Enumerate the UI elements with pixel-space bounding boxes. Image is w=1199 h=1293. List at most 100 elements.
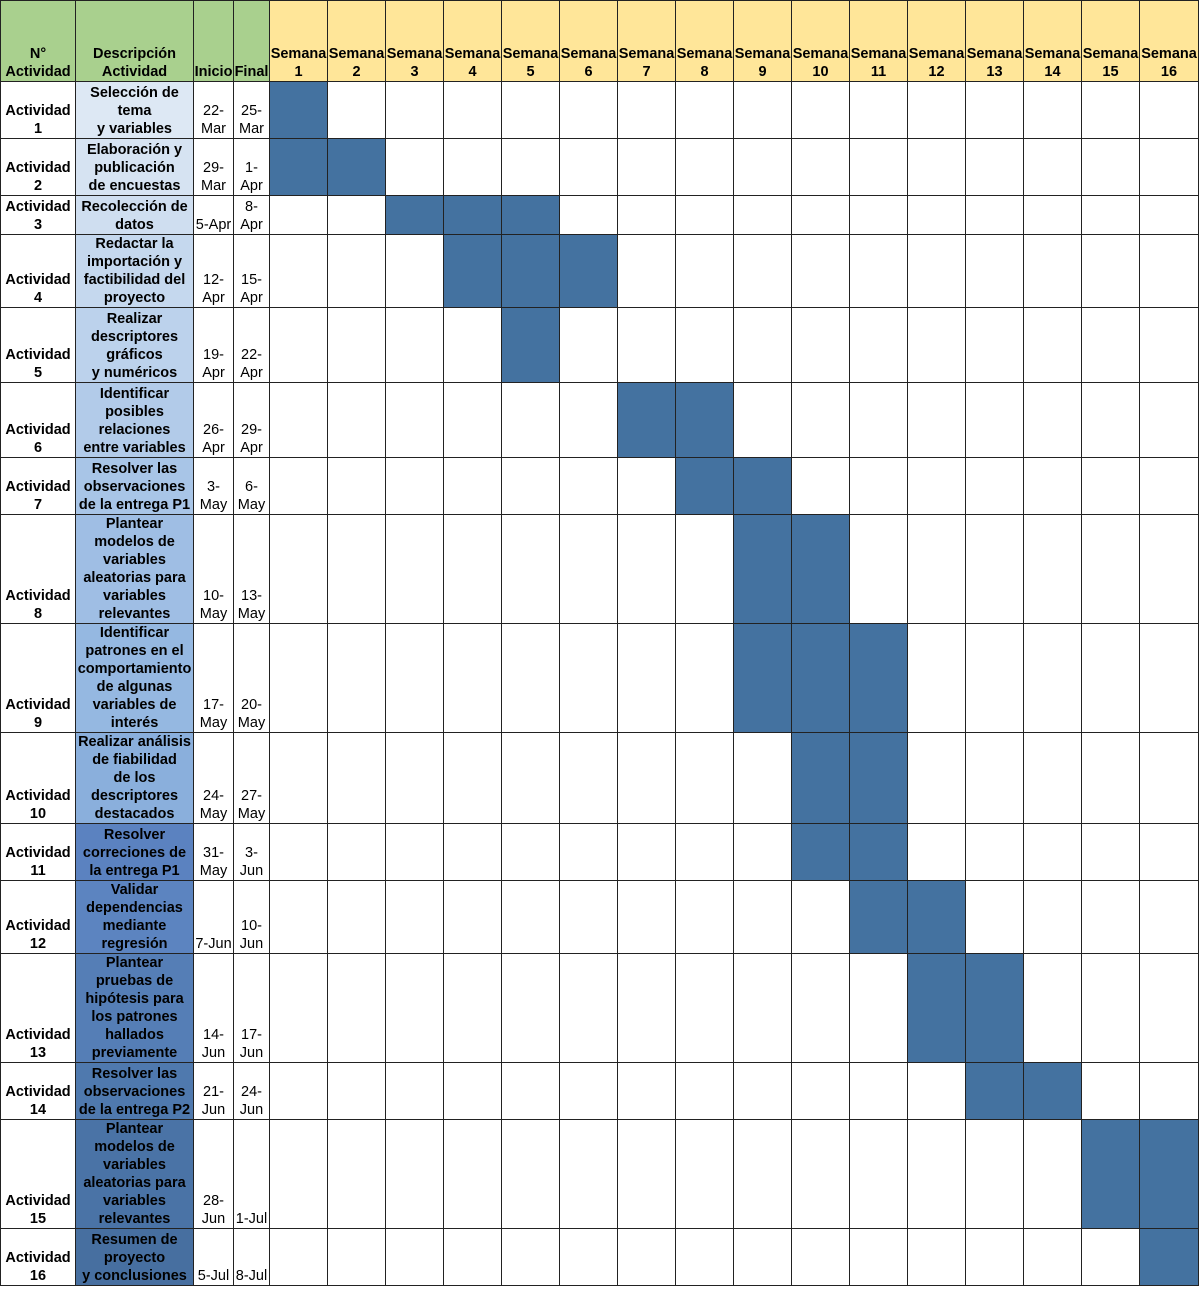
gantt-empty-cell [675, 1228, 734, 1286]
activity-row: Actividad 11 Resolver correciones de la e… [0, 823, 1199, 881]
gantt-empty-cell [1139, 234, 1199, 308]
gantt-empty-cell [1023, 1119, 1082, 1229]
gantt-empty-cell [559, 880, 618, 954]
gantt-empty-cell [269, 1062, 328, 1120]
activity-row: Actividad 2 Elaboración y publicación de … [0, 138, 1199, 196]
activity-row: Actividad 5 Realizar descriptores gráfico… [0, 307, 1199, 383]
activity-start: 19- Apr [193, 307, 234, 383]
gantt-empty-cell [1023, 138, 1082, 196]
activity-end: 24- Jun [233, 1062, 270, 1120]
gantt-empty-cell [965, 234, 1024, 308]
activity-row: Actividad 14 Resolver las observaciones d… [0, 1062, 1199, 1120]
activity-end: 6- May [233, 457, 270, 515]
gantt-empty-cell [1023, 195, 1082, 235]
activity-id: Actividad 9 [0, 623, 76, 733]
gantt-empty-cell [443, 732, 502, 824]
gantt-empty-cell [385, 623, 444, 733]
gantt-empty-cell [1023, 732, 1082, 824]
activity-id: Actividad 7 [0, 457, 76, 515]
activity-row: Actividad 4 Redactar la importación y fac… [0, 234, 1199, 308]
gantt-empty-cell [443, 514, 502, 624]
gantt-empty-cell [385, 823, 444, 881]
activity-start: 21- Jun [193, 1062, 234, 1120]
header-num: N° Actividad [0, 0, 76, 82]
gantt-empty-cell [1139, 514, 1199, 624]
gantt-empty-cell [443, 623, 502, 733]
gantt-empty-cell [965, 382, 1024, 458]
activity-id: Actividad 11 [0, 823, 76, 881]
gantt-empty-cell [733, 823, 792, 881]
gantt-bar-cell [907, 880, 966, 954]
gantt-bar-cell [501, 234, 560, 308]
gantt-empty-cell [791, 1119, 850, 1229]
gantt-empty-cell [1023, 81, 1082, 139]
gantt-empty-cell [965, 880, 1024, 954]
gantt-empty-cell [965, 457, 1024, 515]
activity-description: Plantear modelos de variables aleatorias… [75, 1119, 194, 1229]
gantt-empty-cell [675, 732, 734, 824]
gantt-empty-cell [385, 307, 444, 383]
gantt-bar-cell [501, 195, 560, 235]
gantt-empty-cell [617, 234, 676, 308]
gantt-empty-cell [907, 195, 966, 235]
gantt-bar-cell [1081, 1119, 1140, 1229]
header-end: Final [233, 0, 270, 82]
gantt-empty-cell [907, 234, 966, 308]
gantt-empty-cell [1081, 1228, 1140, 1286]
gantt-body: Actividad 1 Selección de tema y variables… [0, 81, 1199, 1286]
gantt-empty-cell [1023, 234, 1082, 308]
header-week-8: Semana 8 [675, 0, 734, 82]
gantt-empty-cell [965, 623, 1024, 733]
header-week-3: Semana 3 [385, 0, 444, 82]
gantt-empty-cell [675, 514, 734, 624]
activity-start: 5-Jul [193, 1228, 234, 1286]
gantt-empty-cell [1139, 732, 1199, 824]
gantt-empty-cell [1023, 880, 1082, 954]
gantt-empty-cell [385, 81, 444, 139]
gantt-empty-cell [733, 234, 792, 308]
gantt-empty-cell [1023, 382, 1082, 458]
header-week-13: Semana 13 [965, 0, 1024, 82]
activity-description: Elaboración y publicación de encuestas [75, 138, 194, 196]
gantt-empty-cell [733, 732, 792, 824]
gantt-empty-cell [1081, 953, 1140, 1063]
gantt-empty-cell [443, 307, 502, 383]
gantt-bar-cell [443, 234, 502, 308]
gantt-empty-cell [617, 195, 676, 235]
activity-end: 27- May [233, 732, 270, 824]
gantt-empty-cell [559, 382, 618, 458]
gantt-empty-cell [501, 823, 560, 881]
gantt-bar-cell [965, 953, 1024, 1063]
gantt-empty-cell [791, 457, 850, 515]
gantt-empty-cell [965, 81, 1024, 139]
gantt-empty-cell [907, 382, 966, 458]
header-week-15: Semana 15 [1081, 0, 1140, 82]
gantt-empty-cell [965, 307, 1024, 383]
gantt-empty-cell [675, 623, 734, 733]
gantt-empty-cell [617, 953, 676, 1063]
gantt-empty-cell [791, 81, 850, 139]
gantt-empty-cell [675, 880, 734, 954]
gantt-empty-cell [501, 1062, 560, 1120]
activity-row: Actividad 15 Plantear modelos de variable… [0, 1119, 1199, 1229]
gantt-bar-cell [675, 382, 734, 458]
activity-start: 17- May [193, 623, 234, 733]
gantt-empty-cell [675, 234, 734, 308]
gantt-bar-cell [733, 514, 792, 624]
activity-description: Validar dependencias mediante regresión [75, 880, 194, 954]
gantt-empty-cell [907, 457, 966, 515]
activity-end: 22- Apr [233, 307, 270, 383]
gantt-empty-cell [559, 138, 618, 196]
gantt-empty-cell [501, 880, 560, 954]
gantt-empty-cell [559, 457, 618, 515]
activity-id: Actividad 1 [0, 81, 76, 139]
gantt-empty-cell [849, 1119, 908, 1229]
activity-description: Plantear pruebas de hipótesis para los p… [75, 953, 194, 1063]
activity-id: Actividad 13 [0, 953, 76, 1063]
gantt-empty-cell [733, 1228, 792, 1286]
gantt-empty-cell [1139, 138, 1199, 196]
gantt-empty-cell [1081, 1062, 1140, 1120]
gantt-empty-cell [501, 1228, 560, 1286]
activity-id: Actividad 6 [0, 382, 76, 458]
activity-start: 12- Apr [193, 234, 234, 308]
